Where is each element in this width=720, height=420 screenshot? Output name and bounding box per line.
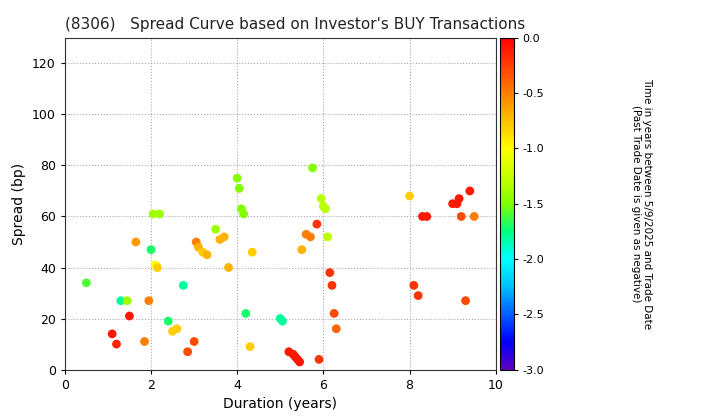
Point	[469, 213, 480, 220]
Point	[311, 221, 323, 228]
Point	[115, 297, 127, 304]
Point	[222, 264, 234, 271]
Point	[322, 234, 333, 240]
Point	[421, 213, 433, 220]
Point	[456, 213, 467, 220]
Point	[413, 292, 424, 299]
Point	[326, 282, 338, 289]
Point	[235, 205, 247, 212]
Point	[320, 205, 331, 212]
Point	[315, 195, 327, 202]
Point	[289, 354, 301, 360]
Point	[447, 200, 459, 207]
Y-axis label: Spread (bp): Spread (bp)	[12, 163, 27, 245]
Point	[191, 239, 202, 245]
Point	[150, 262, 161, 268]
Point	[244, 343, 256, 350]
Point	[305, 234, 316, 240]
Point	[238, 210, 249, 217]
Point	[139, 338, 150, 345]
Point	[460, 297, 472, 304]
Point	[274, 315, 286, 322]
Point	[300, 231, 312, 238]
Y-axis label: Time in years between 5/9/2025 and Trade Date
(Past Trade Date is given as negat: Time in years between 5/9/2025 and Trade…	[631, 78, 652, 329]
Point	[130, 239, 142, 245]
Point	[189, 338, 200, 345]
Point	[111, 341, 122, 347]
Point	[124, 312, 135, 319]
Point	[182, 348, 194, 355]
Point	[107, 331, 118, 337]
Point	[152, 264, 163, 271]
Point	[163, 318, 174, 325]
Point	[287, 351, 299, 358]
Point	[197, 249, 209, 255]
Point	[154, 210, 166, 217]
Point	[218, 234, 230, 240]
Point	[408, 282, 420, 289]
Point	[145, 246, 157, 253]
Point	[178, 282, 189, 289]
X-axis label: Duration (years): Duration (years)	[223, 397, 337, 411]
Point	[214, 236, 225, 243]
Point	[167, 328, 179, 335]
Point	[417, 213, 428, 220]
Point	[294, 359, 305, 365]
Point	[202, 252, 213, 258]
Point	[451, 200, 463, 207]
Point	[404, 193, 415, 199]
Point	[193, 244, 204, 250]
Point	[454, 195, 465, 202]
Point	[240, 310, 251, 317]
Point	[313, 356, 325, 363]
Point	[246, 249, 258, 255]
Point	[210, 226, 221, 233]
Point	[171, 326, 183, 332]
Point	[464, 188, 476, 194]
Point	[328, 310, 340, 317]
Point	[143, 297, 155, 304]
Point	[276, 318, 288, 325]
Point	[292, 356, 303, 363]
Point	[81, 279, 92, 286]
Point	[231, 175, 243, 181]
Point	[283, 348, 294, 355]
Point	[330, 326, 342, 332]
Point	[148, 210, 159, 217]
Point	[296, 246, 307, 253]
Point	[233, 185, 245, 192]
Point	[324, 269, 336, 276]
Point	[122, 297, 133, 304]
Point	[307, 165, 318, 171]
Text: (8306)   Spread Curve based on Investor's BUY Transactions: (8306) Spread Curve based on Investor's …	[65, 18, 525, 32]
Point	[318, 203, 329, 210]
